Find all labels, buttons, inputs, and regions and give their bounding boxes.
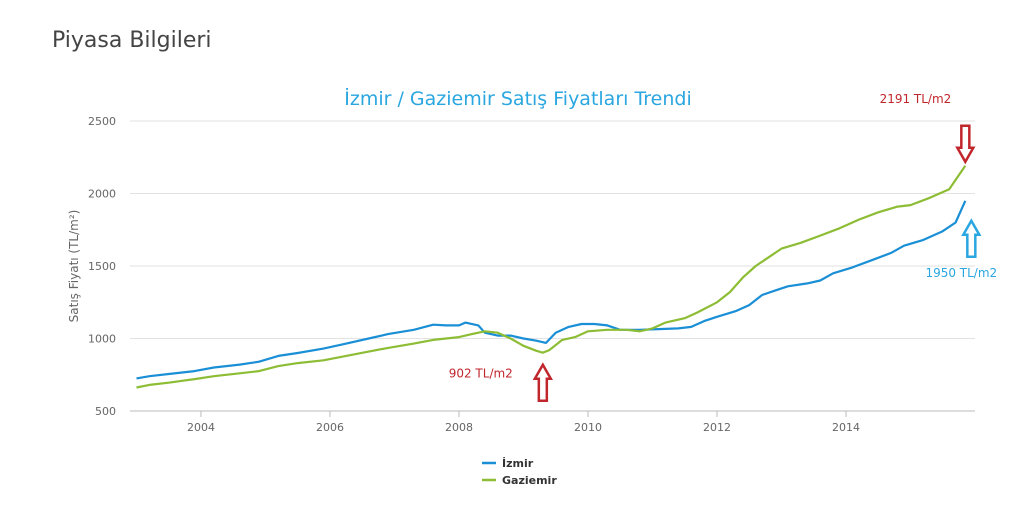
y-tick-label: 2000	[88, 188, 116, 201]
x-tick-label: 2006	[316, 421, 344, 434]
y-axis-label: Satış Fiyatı (TL/m²)	[67, 210, 81, 323]
arrow-up-icon	[532, 362, 553, 402]
page-title: Piyasa Bilgileri	[52, 28, 212, 53]
y-tick-label: 500	[95, 405, 116, 418]
y-tick-label: 1000	[88, 333, 116, 346]
x-axis-ticks: 2004 2006 2008 2010 2012 2014	[187, 411, 860, 434]
annotation-izmir-peak: 1950 TL/m2	[925, 266, 997, 280]
legend-label[interactable]: İzmir	[502, 456, 534, 470]
legend-label[interactable]: Gaziemir	[502, 474, 557, 487]
x-tick-label: 2008	[445, 421, 473, 434]
series-line-i-zmir	[136, 200, 967, 380]
arrow-down-icon	[955, 124, 976, 165]
y-tick-label: 2500	[88, 115, 116, 128]
annotation-gaziemir-trough: 902 TL/m2	[449, 367, 513, 381]
x-tick-label: 2012	[703, 421, 731, 434]
x-tick-label: 2010	[574, 421, 602, 434]
x-tick-label: 2004	[187, 421, 215, 434]
y-tick-label: 1500	[88, 260, 116, 273]
arrow-up-icon	[961, 218, 982, 258]
annotation-layer: 2191 TL/m2 1950 TL/m2 902 TL/m2	[449, 92, 997, 402]
series-line-gaziemir	[136, 165, 967, 389]
chart-legend: İzmir Gaziemir	[482, 456, 557, 487]
annotation-gaziemir-peak: 2191 TL/m2	[880, 92, 952, 106]
y-axis-ticks: 500 1000 1500 2000 2500	[88, 115, 116, 418]
x-tick-label: 2014	[832, 421, 860, 434]
series-layer	[136, 165, 967, 389]
chart-title: İzmir / Gaziemir Satış Fiyatları Trendi	[344, 87, 691, 110]
chart-grid	[130, 120, 975, 412]
